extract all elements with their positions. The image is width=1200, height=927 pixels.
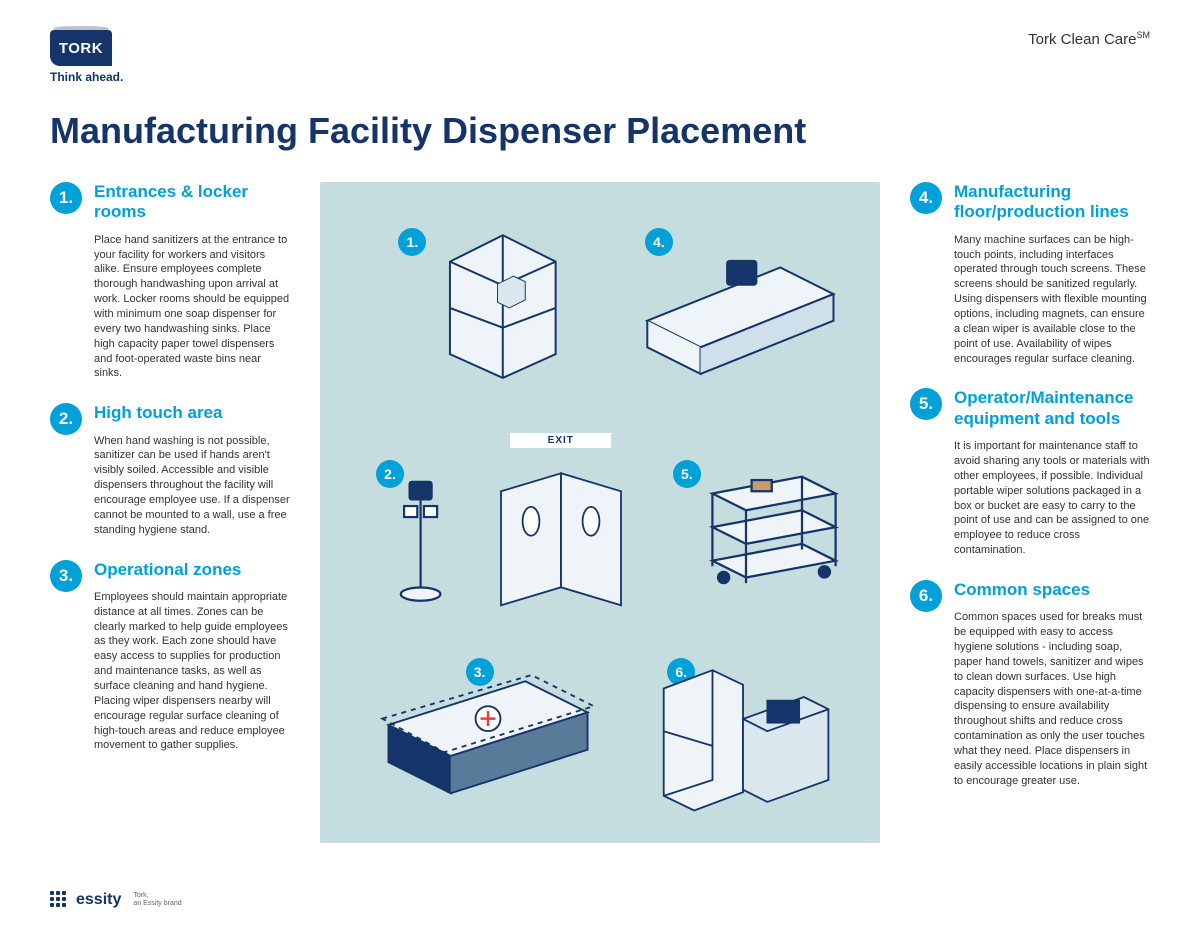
- section-number: 5.: [910, 388, 942, 420]
- program-name: Tork Clean CareSM: [1028, 30, 1150, 48]
- kitchen-icon: [645, 658, 841, 817]
- section-number: 6.: [910, 580, 942, 612]
- right-column: 4. Manufacturing floor/production lines …: [910, 182, 1150, 788]
- page-header: TORK Think ahead. Tork Clean CareSM: [50, 30, 1150, 84]
- section-1: 1. Entrances & locker rooms Place hand s…: [50, 182, 290, 381]
- exit-sign-text: EXIT: [510, 433, 611, 448]
- doors-icon: [477, 460, 645, 619]
- footer-subtext: Tork, an Essity brand: [133, 892, 181, 907]
- section-4: 4. Manufacturing floor/production lines …: [910, 182, 1150, 366]
- section-text: Employees should maintain appropriate di…: [94, 590, 290, 753]
- section-title: Manufacturing floor/production lines: [954, 182, 1150, 223]
- section-number: 3.: [50, 560, 82, 592]
- section-text: It is important for maintenance staff to…: [954, 439, 1150, 558]
- page-title: Manufacturing Facility Dispenser Placeme…: [50, 110, 1150, 152]
- section-number: 4.: [910, 182, 942, 214]
- tork-logo: TORK: [50, 30, 112, 66]
- production-line-icon: [634, 248, 847, 393]
- program-name-text: Tork Clean Care: [1028, 31, 1136, 48]
- essity-logo-icon: [50, 891, 68, 909]
- section-title: Common spaces: [954, 580, 1150, 600]
- section-number: 1.: [50, 182, 82, 214]
- section-6: 6. Common spaces Common spaces used for …: [910, 580, 1150, 789]
- tool-cart-icon: [690, 460, 847, 605]
- lockers-icon: [432, 222, 600, 381]
- content-grid: 1. Entrances & locker rooms Place hand s…: [50, 182, 1150, 843]
- section-2: 2. High touch area When hand washing is …: [50, 403, 290, 537]
- section-5: 5. Operator/Maintenance equipment and to…: [910, 388, 1150, 558]
- exit-sign: EXIT: [510, 433, 611, 448]
- section-title: Entrances & locker rooms: [94, 182, 290, 223]
- section-title: High touch area: [94, 403, 290, 423]
- diagram-badge-1: 1.: [398, 228, 426, 256]
- page-footer: essity Tork, an Essity brand: [50, 891, 182, 909]
- section-text: Common spaces used for breaks must be eq…: [954, 610, 1150, 788]
- essity-wordmark: essity: [76, 891, 121, 909]
- section-text: When hand washing is not possible, sanit…: [94, 434, 290, 538]
- workstation-icon: [376, 658, 600, 817]
- facility-diagram: 1. 4. 2. 5. 3. 6.: [320, 182, 880, 843]
- brand-tagline: Think ahead.: [50, 70, 123, 84]
- section-text: Many machine surfaces can be high-touch …: [954, 233, 1150, 367]
- tork-logo-text: TORK: [59, 40, 103, 57]
- section-title: Operational zones: [94, 560, 290, 580]
- hygiene-stand-icon: [387, 473, 454, 605]
- section-text: Place hand sanitizers at the entrance to…: [94, 233, 290, 381]
- left-column: 1. Entrances & locker rooms Place hand s…: [50, 182, 290, 753]
- section-title: Operator/Maintenance equipment and tools: [954, 388, 1150, 429]
- service-mark: SM: [1137, 30, 1151, 40]
- brand-block: TORK Think ahead.: [50, 30, 123, 84]
- section-3: 3. Operational zones Employees should ma…: [50, 560, 290, 754]
- section-number: 2.: [50, 403, 82, 435]
